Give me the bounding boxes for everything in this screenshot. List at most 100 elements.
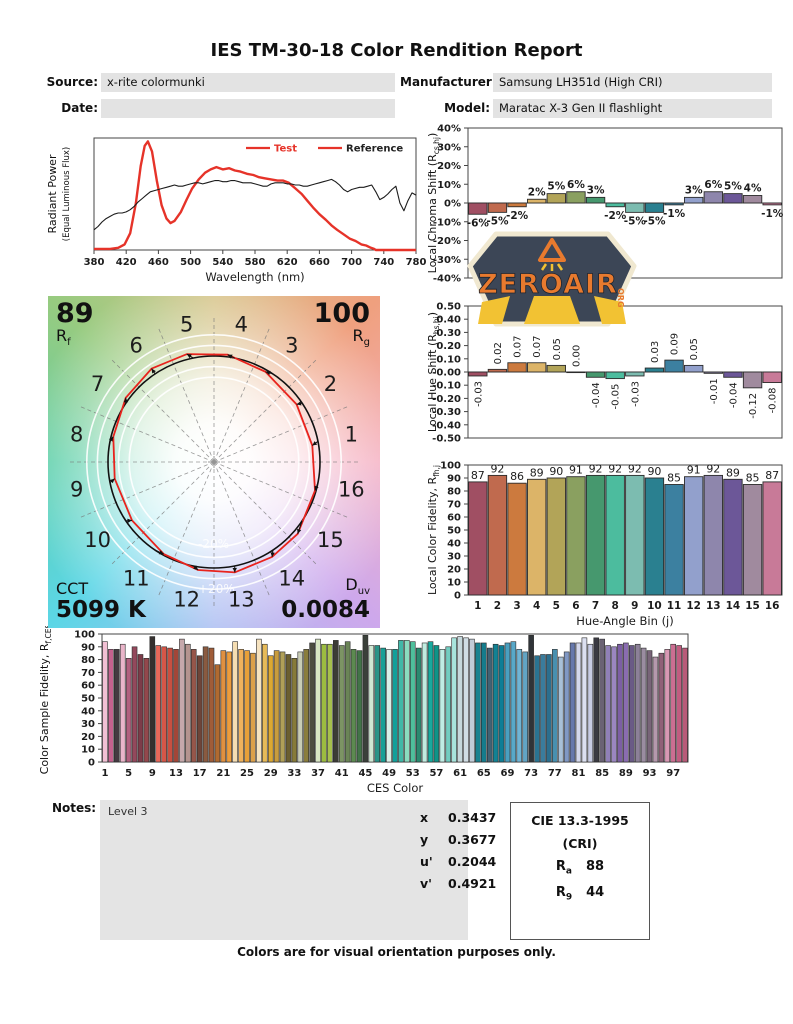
bar: [623, 642, 629, 763]
bar: [585, 371, 606, 378]
bar-value-label: 92: [628, 462, 642, 475]
bar: [703, 474, 723, 596]
x-tick-label: 700: [341, 257, 362, 268]
y-tick-label: 0.50: [436, 302, 461, 313]
cri-box: CIE 13.3-1995 (CRI) Ra 88 R9 44: [510, 802, 650, 940]
bar-value-label: 91: [569, 464, 583, 477]
bar: [457, 636, 463, 763]
bar: [522, 651, 529, 763]
y-tick-label: -0.10: [432, 381, 461, 392]
bar: [125, 658, 132, 763]
bar-value-label: 92: [490, 462, 504, 475]
shift-arrowhead: [312, 441, 318, 446]
bar: [625, 202, 645, 213]
x-tick-label: 780: [406, 257, 427, 268]
y-tick-label: 0.30: [436, 328, 461, 339]
shift-arrowhead: [158, 550, 164, 555]
bar: [238, 649, 244, 763]
bar-value-label: 92: [589, 462, 603, 475]
bar: [208, 647, 215, 763]
bar-value-label: 5%: [547, 181, 565, 193]
minus20-ring-label: -20%: [198, 537, 229, 551]
bar: [566, 476, 586, 596]
bar: [463, 637, 469, 763]
bar-value-label: -0.04: [728, 382, 739, 408]
notes-label: Notes:: [52, 801, 97, 815]
bar: [114, 649, 120, 763]
y-tick-label: -20%: [433, 236, 461, 247]
local-hue-shift-chart: -0.50 -0.40 -0.30 -0.20 -0.10 -0.00 0.10 0.20 0.…: [426, 302, 783, 445]
hue-bin-number: 13: [228, 587, 255, 611]
bar: [350, 649, 357, 763]
bar: [468, 481, 488, 596]
bar: [137, 654, 144, 763]
bar: [498, 645, 505, 763]
bar: [108, 649, 114, 763]
bar: [415, 647, 422, 763]
bar-value-label: 91: [687, 464, 701, 477]
bar: [285, 654, 292, 763]
x-tick-label: 7: [592, 600, 599, 612]
y-tick-label: -0.30: [432, 407, 461, 418]
x-tick-label: 16: [765, 600, 780, 612]
bar: [244, 650, 250, 763]
bar: [303, 649, 309, 763]
bar: [664, 649, 671, 763]
bar: [644, 367, 665, 373]
x-tick-label: 5: [125, 768, 132, 779]
y-tick-label: 0%: [444, 199, 461, 210]
y-axis-label: Color Sample Fidelity, Rf,CESi: [38, 626, 53, 774]
manufacturer-value: Samsung LH351d (High CRI): [493, 73, 772, 92]
y-tick-label: -0.50: [432, 434, 461, 445]
bar: [119, 643, 126, 763]
y-axis-label: Local Color Fidelity, Rfh,j: [426, 465, 441, 595]
bar-value-label: 2%: [528, 186, 546, 198]
bar: [652, 656, 659, 763]
x-tick-label: 29: [264, 768, 278, 779]
bar-value-label: -5%: [624, 215, 647, 227]
bar: [374, 645, 381, 763]
model-value: Maratac X-3 Gen II flashlight: [493, 99, 772, 118]
bar: [190, 649, 197, 763]
bar: [202, 646, 209, 763]
x-tick-label: 3: [513, 600, 520, 612]
cri-title: CIE 13.3-1995: [531, 813, 629, 828]
cri-subtitle: (CRI): [562, 836, 598, 851]
x-tick-label: 93: [643, 768, 657, 779]
bar: [605, 474, 625, 596]
y-tick-label: 90: [81, 642, 95, 653]
rf-score: 89 Rf: [56, 298, 94, 349]
bar: [527, 362, 547, 373]
bar: [321, 643, 327, 763]
bar: [220, 650, 227, 763]
model-label: Model:: [444, 101, 490, 115]
bar: [527, 198, 547, 204]
y-tick-label: 100: [74, 630, 95, 641]
y-tick-label: 0: [454, 591, 461, 602]
bar: [507, 202, 527, 208]
bar: [534, 655, 540, 763]
bar: [161, 646, 167, 763]
bar: [256, 638, 262, 763]
x-tick-label: 580: [245, 257, 266, 268]
source-value: x-rite colormunki: [101, 73, 395, 92]
bar: [557, 656, 564, 763]
bar: [762, 371, 782, 384]
radial-gridline: [110, 461, 215, 566]
bar-value-label: 90: [647, 465, 661, 478]
x-tick-label: 8: [612, 600, 619, 612]
x-tick-label: 4: [533, 600, 540, 612]
bar: [664, 202, 684, 206]
bar: [658, 652, 665, 763]
y-tick-label: -30%: [433, 255, 461, 266]
logo-brand-text: ZEROAIR: [478, 269, 618, 300]
bar: [333, 640, 339, 763]
x-tick-label: 500: [180, 257, 201, 268]
y-tick-label: 0.40: [436, 315, 461, 326]
bar-value-label: 0.00: [571, 345, 582, 367]
bar: [504, 642, 511, 763]
bar: [131, 646, 138, 763]
y-axis-label: Local Chroma Shift (Rcs,hj): [426, 133, 441, 274]
bar: [468, 202, 488, 215]
